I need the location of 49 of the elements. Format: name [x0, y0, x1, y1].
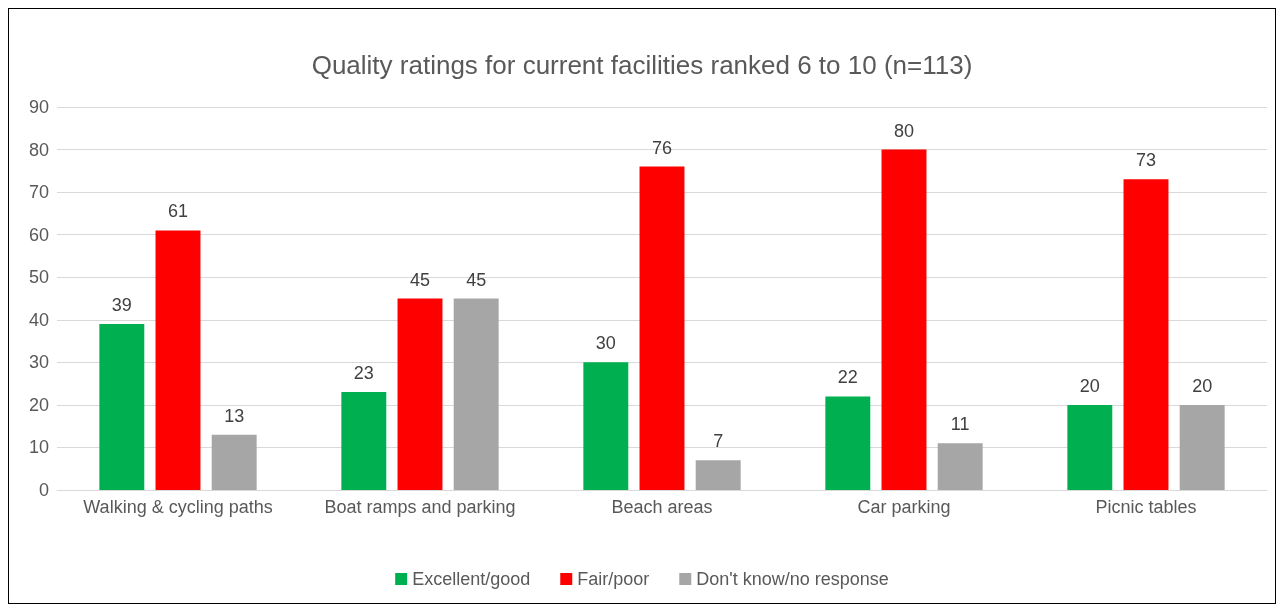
- bar: [825, 396, 871, 490]
- bar: [937, 443, 983, 490]
- data-label: 39: [111, 295, 132, 316]
- y-tick-label: 50: [28, 267, 49, 288]
- y-tick-label: 0: [38, 480, 49, 500]
- bar: [1123, 179, 1169, 490]
- data-label: 13: [224, 405, 245, 426]
- x-tick-label: Walking & cycling paths: [83, 497, 273, 517]
- data-label: 76: [651, 137, 673, 158]
- chart-title: Quality ratings for current facilities ranked 6 to 10 (n=113): [311, 50, 973, 80]
- legend-label: Excellent/good: [412, 569, 531, 589]
- data-label: 45: [409, 269, 431, 290]
- data-label: 61: [167, 201, 189, 222]
- data-label: 20: [1079, 375, 1100, 396]
- legend-label: Fair/poor: [577, 569, 650, 589]
- data-label: 73: [1135, 150, 1157, 171]
- bar: [155, 230, 201, 490]
- data-label: 45: [466, 269, 487, 290]
- bar: [397, 298, 443, 490]
- data-label: 22: [837, 367, 858, 388]
- y-tick-label: 90: [28, 97, 49, 117]
- bar: [881, 149, 927, 490]
- legend-label: Don't know/no response: [696, 569, 889, 589]
- y-tick-label: 30: [28, 352, 49, 373]
- bar: [453, 298, 499, 490]
- y-tick-label: 10: [28, 437, 49, 458]
- bar: [99, 324, 145, 490]
- bar: [583, 362, 629, 490]
- x-tick-label: Picnic tables: [1095, 497, 1197, 517]
- y-tick-label: 80: [28, 139, 49, 160]
- x-tick-label: Beach areas: [611, 497, 713, 517]
- y-tick-label: 70: [28, 182, 49, 203]
- data-label: 11: [950, 414, 970, 435]
- data-label: 30: [595, 333, 616, 354]
- bar: [1067, 404, 1113, 490]
- bar: [639, 166, 685, 490]
- bar: [341, 392, 387, 490]
- y-tick-label: 20: [28, 394, 49, 415]
- data-label: 23: [353, 363, 374, 384]
- x-tick-label: Boat ramps and parking: [324, 497, 516, 517]
- data-label: 20: [1192, 375, 1213, 396]
- bar: [1179, 404, 1225, 490]
- data-label: 7: [713, 431, 724, 452]
- bar: [211, 434, 257, 490]
- x-tick-label: Car parking: [857, 497, 951, 517]
- y-tick-label: 60: [28, 224, 49, 245]
- data-label: 80: [893, 120, 915, 141]
- bar: [695, 460, 741, 490]
- y-tick-label: 40: [28, 309, 49, 330]
